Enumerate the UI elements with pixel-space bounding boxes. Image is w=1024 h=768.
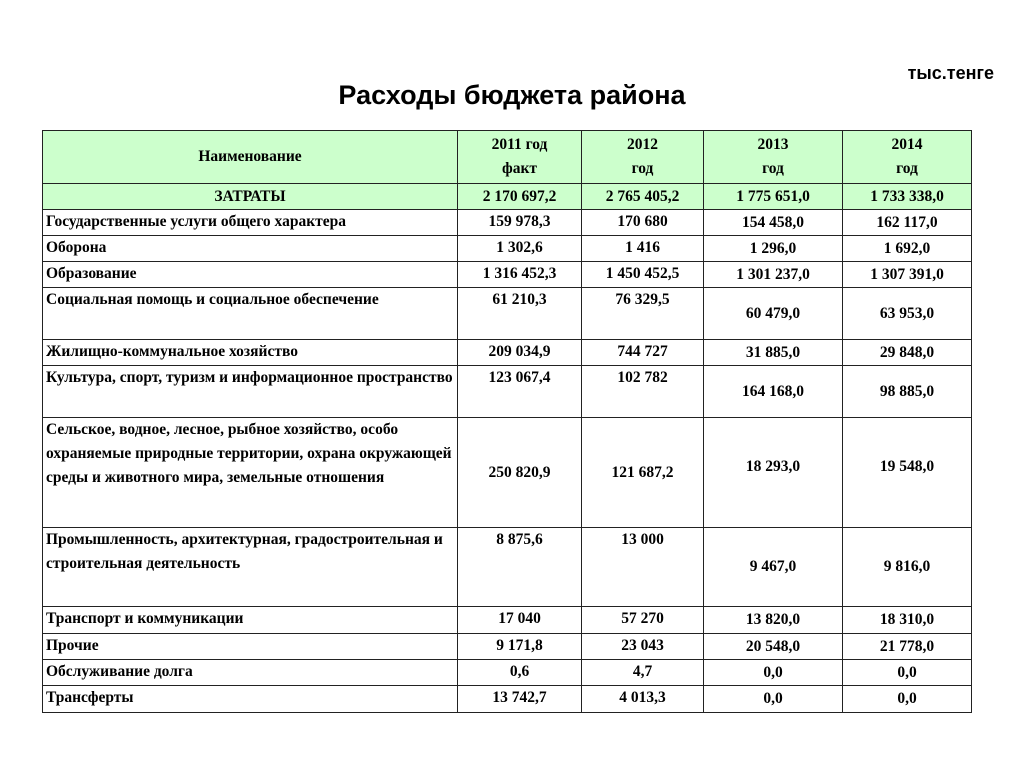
row-value: 76 329,5 — [581, 287, 704, 340]
total-row: ЗАТРАТЫ 2 170 697,2 2 765 405,2 1 775 65… — [42, 183, 972, 210]
row-value: 1 301 237,0 — [703, 261, 843, 288]
row-value: 1 296,0 — [703, 235, 843, 262]
table-row: Трансферты 13 742,7 4 013,3 0,0 0,0 — [42, 685, 972, 713]
row-value: 60 479,0 — [703, 287, 843, 340]
row-value: 123 067,4 — [457, 365, 582, 418]
header-2014: 2014 год — [842, 130, 972, 184]
row-value: 154 458,0 — [703, 209, 843, 236]
row-name: Сельское, водное, лесное, рыбное хозяйст… — [42, 417, 458, 528]
row-value: 9 171,8 — [457, 633, 582, 660]
row-value: 23 043 — [581, 633, 704, 660]
header-2011: 2011 год факт — [457, 130, 582, 184]
row-value: 13 742,7 — [457, 685, 582, 713]
row-name: Жилищно-коммунальное хозяйство — [42, 339, 458, 366]
row-value: 159 978,3 — [457, 209, 582, 236]
header-sub: год — [631, 160, 654, 177]
row-value: 209 034,9 — [457, 339, 582, 366]
total-label: ЗАТРАТЫ — [42, 183, 458, 210]
row-value: 20 548,0 — [703, 633, 843, 660]
row-name: Транспорт и коммуникации — [42, 606, 458, 634]
row-name: Прочие — [42, 633, 458, 660]
header-row: Наименование 2011 год факт 2012 год 2013 го… — [42, 130, 972, 184]
row-value: 162 117,0 — [842, 209, 972, 236]
row-name: Образование — [42, 261, 458, 288]
row-value: 102 782 — [581, 365, 704, 418]
budget-table: Наименование 2011 год факт 2012 год 2013 го… — [42, 130, 972, 713]
row-value: 9 816,0 — [842, 527, 972, 607]
row-value: 57 270 — [581, 606, 704, 634]
row-name: Культура, спорт, туризм и информационное… — [42, 365, 458, 418]
table-row: Сельское, водное, лесное, рыбное хозяйст… — [42, 417, 972, 528]
total-value: 1 733 338,0 — [842, 183, 972, 210]
table-row: Прочие 9 171,8 23 043 20 548,0 21 778,0 — [42, 633, 972, 660]
row-value: 4 013,3 — [581, 685, 704, 713]
page-title: Расходы бюджета района — [338, 80, 686, 110]
row-value: 13 000 — [581, 527, 704, 607]
row-value: 250 820,9 — [457, 417, 582, 528]
row-value: 17 040 — [457, 606, 582, 634]
row-value: 170 680 — [581, 209, 704, 236]
table-row: Культура, спорт, туризм и информационное… — [42, 365, 972, 418]
row-value: 0,0 — [842, 659, 972, 686]
row-value: 164 168,0 — [703, 365, 843, 418]
header-2013: 2013 год — [703, 130, 843, 184]
header-sub: год — [762, 160, 784, 177]
row-value: 0,6 — [457, 659, 582, 686]
total-value: 2 765 405,2 — [581, 183, 704, 210]
row-value: 1 316 452,3 — [457, 261, 582, 288]
header-year: 2014 — [891, 136, 923, 153]
table-row: Социальная помощь и социальное обеспечен… — [42, 287, 972, 340]
row-value: 19 548,0 — [842, 417, 972, 528]
header-2012: 2012 год — [581, 130, 704, 184]
row-value: 61 210,3 — [457, 287, 582, 340]
row-value: 9 467,0 — [703, 527, 843, 607]
header-sub: факт — [501, 160, 538, 177]
row-name: Государственные услуги общего характера — [42, 209, 458, 236]
row-value: 1 307 391,0 — [842, 261, 972, 288]
row-value: 1 416 — [581, 235, 704, 262]
row-value: 0,0 — [703, 685, 843, 713]
row-value: 121 687,2 — [581, 417, 704, 528]
row-value: 18 310,0 — [842, 606, 972, 634]
row-name: Социальная помощь и социальное обеспечен… — [42, 287, 458, 340]
unit-label: тыс.тенге — [907, 63, 994, 83]
row-name: Оборона — [42, 235, 458, 262]
header-year: 2011 год — [491, 136, 548, 153]
table-row: Транспорт и коммуникации 17 040 57 270 13 8… — [42, 606, 972, 634]
header-year: 2012 — [627, 136, 658, 153]
row-value: 1 302,6 — [457, 235, 582, 262]
table-row: Оборона 1 302,6 1 416 1 296,0 1 692,0 — [42, 235, 972, 262]
row-name: Обслуживание долга — [42, 659, 458, 686]
table-row: Промышленность, архитектурная, градостро… — [42, 527, 972, 607]
table-row: Образование 1 316 452,3 1 450 452,5 1 301 2… — [42, 261, 972, 288]
row-value: 18 293,0 — [703, 417, 843, 528]
row-name: Трансферты — [42, 685, 458, 713]
header-name: Наименование — [42, 130, 458, 184]
row-value: 31 885,0 — [703, 339, 843, 366]
row-value: 29 848,0 — [842, 339, 972, 366]
row-value: 21 778,0 — [842, 633, 972, 660]
total-value: 2 170 697,2 — [457, 183, 582, 210]
row-value: 63 953,0 — [842, 287, 972, 340]
row-value: 8 875,6 — [457, 527, 582, 607]
table-row: Государственные услуги общего характера 1… — [42, 209, 972, 236]
total-value: 1 775 651,0 — [703, 183, 843, 210]
row-value: 4,7 — [581, 659, 704, 686]
row-value: 98 885,0 — [842, 365, 972, 418]
header-sub: год — [896, 160, 918, 177]
row-value: 1 692,0 — [842, 235, 972, 262]
row-value: 1 450 452,5 — [581, 261, 704, 288]
header-year: 2013 — [757, 136, 789, 153]
row-value: 0,0 — [842, 685, 972, 713]
row-name: Промышленность, архитектурная, градостро… — [42, 527, 458, 607]
row-value: 744 727 — [581, 339, 704, 366]
table-row: Обслуживание долга 0,6 4,7 0,0 0,0 — [42, 659, 972, 686]
row-value: 0,0 — [703, 659, 843, 686]
row-value: 13 820,0 — [703, 606, 843, 634]
table-row: Жилищно-коммунальное хозяйство 209 034,9 7… — [42, 339, 972, 366]
